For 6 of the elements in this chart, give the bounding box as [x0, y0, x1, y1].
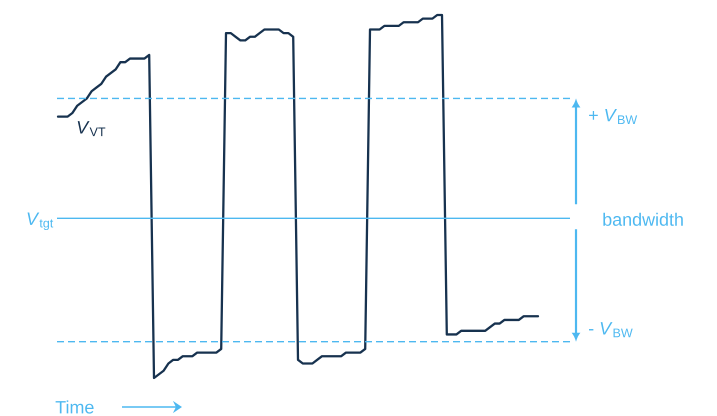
x-axis-title: Time — [56, 400, 94, 414]
ref-line-label: V$_{tgt}$ — [28, 212, 54, 230]
ref-line-label: - V$_{BW}$ — [589, 322, 633, 338]
legend-label: + V$_{BW}$ — [589, 108, 638, 124]
series-label: V$_{VT}$ — [78, 121, 106, 136]
text: bandwidth — [603, 212, 683, 226]
